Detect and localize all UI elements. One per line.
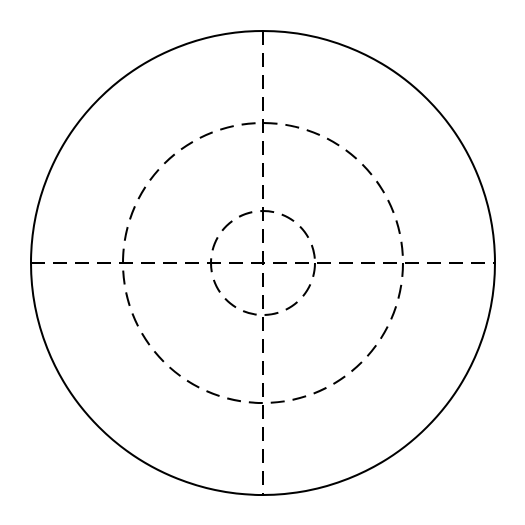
target-diagram [0, 0, 525, 525]
